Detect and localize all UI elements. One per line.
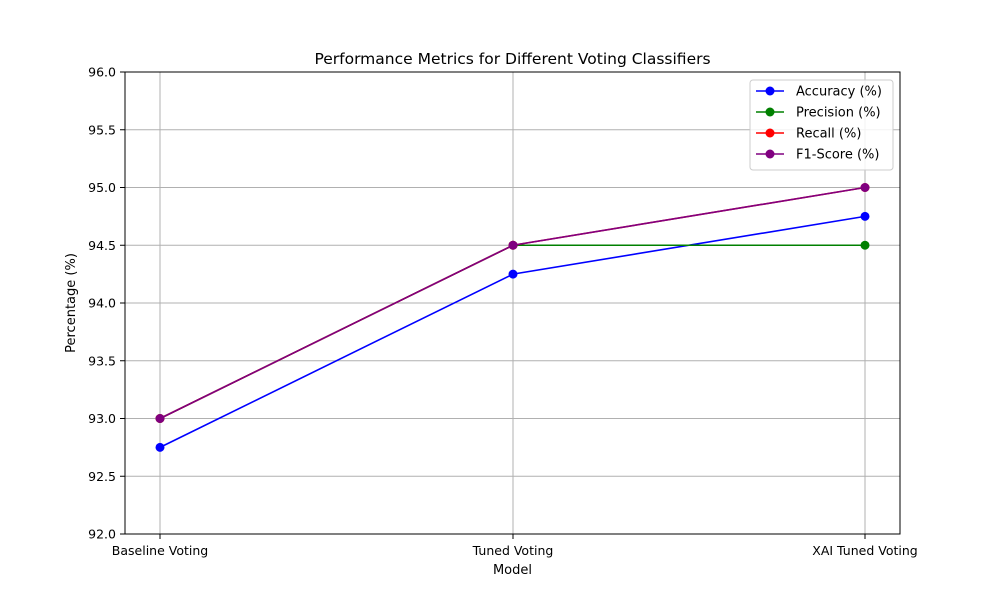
data-point [155,442,165,452]
legend-item: Recall (%) [756,127,861,142]
y-tick-label: 95.5 [88,122,116,137]
legend-swatch-marker [765,128,775,138]
legend-item: Accuracy (%) [756,85,882,100]
y-tick-label: 92.5 [88,469,116,484]
data-point [860,183,870,192]
series-lines [155,183,870,452]
series-0 [155,211,870,452]
series-3 [155,183,870,423]
data-point [860,211,870,221]
chart-title: Performance Metrics for Different Voting… [314,50,710,68]
legend-item: F1-Score (%) [756,148,879,163]
legend-swatch-marker [765,107,775,117]
legend-box [749,79,894,171]
y-tick-label: 93.0 [88,411,116,426]
legend: Accuracy (%) Precision (%) Recall (%) F1-Sc… [749,79,894,171]
y-tick-label: 92.0 [88,527,116,542]
y-axis-ticks: 92.0 92.5 93.0 93.5 94.0 94.5 95.0 95.5 96.0 [88,65,125,542]
legend-swatch-marker [765,149,775,159]
y-axis-label: Percentage (%) [64,253,79,353]
data-point [508,240,518,250]
y-tick-label: 93.5 [88,353,116,368]
y-tick-label: 95.0 [88,180,116,195]
x-axis-label: Model [493,563,532,578]
y-tick-label: 94.0 [88,296,116,311]
data-point [155,414,165,423]
data-point [508,269,518,279]
x-tick-label: Tuned Voting [472,543,554,558]
legend-label: Precision (%) [796,106,881,121]
x-tick-label: Baseline Voting [112,543,208,558]
y-tick-label: 96.0 [88,65,116,80]
legend-item: Precision (%) [756,106,881,121]
legend-swatch-marker [765,86,775,96]
legend-label: Accuracy (%) [796,85,882,100]
y-tick-label: 94.5 [88,238,116,253]
legend-label: F1-Score (%) [796,148,879,163]
data-point [860,240,870,250]
x-axis-ticks: Baseline Voting Tuned Voting XAI Tuned Vot… [112,534,918,558]
legend-label: Recall (%) [796,127,861,142]
x-tick-label: XAI Tuned Voting [812,543,917,558]
